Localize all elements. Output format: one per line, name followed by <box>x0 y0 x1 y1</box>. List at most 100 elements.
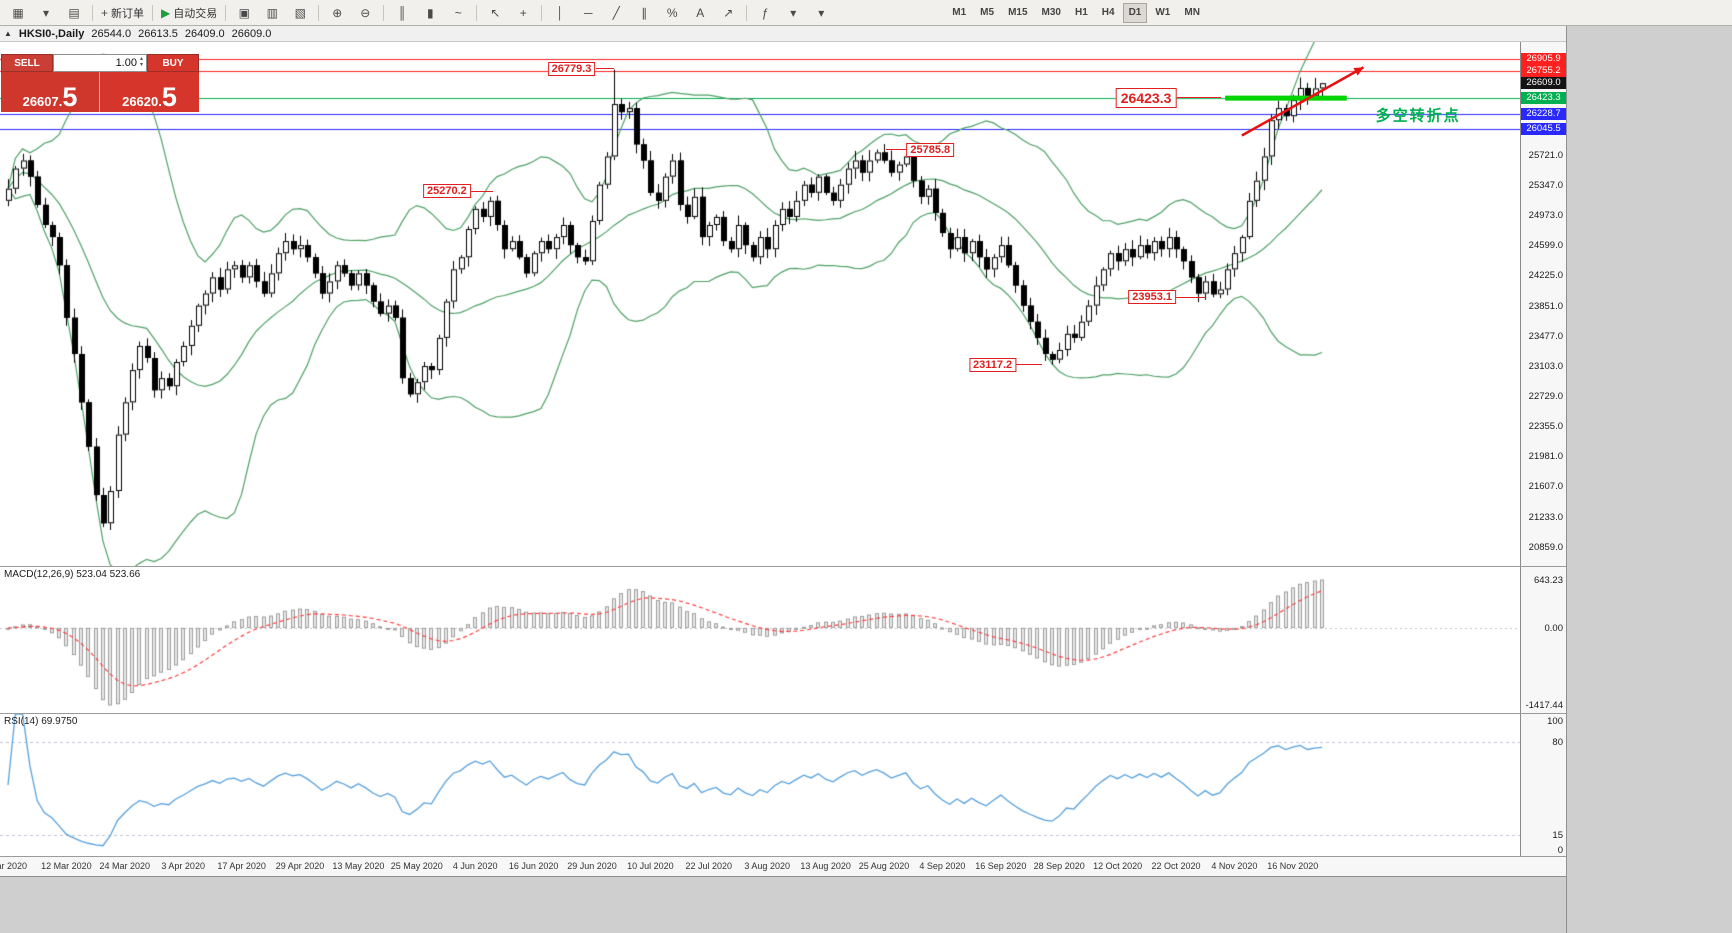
zoom-out-button[interactable]: ⊖ <box>352 2 378 24</box>
date-label[interactable]: 3 Aug 2020 <box>744 861 790 871</box>
date-label[interactable]: 22 Oct 2020 <box>1151 861 1201 871</box>
macd-label: MACD(12,26,9) 523.04 523.66 <box>4 569 141 580</box>
rsi-axis[interactable]: 100 80 15 0 <box>1520 714 1566 856</box>
price-level-badge-blue: 26045.5 <box>1521 122 1566 135</box>
sell-price-big-digit: 5 <box>62 82 78 112</box>
timeframe-w1[interactable]: W1 <box>1155 7 1171 18</box>
pane-separator[interactable] <box>0 566 1566 567</box>
sell-button[interactable]: SELL <box>1 54 53 72</box>
indicators-button[interactable]: ƒ <box>752 2 778 24</box>
price-level-badge-red: 26905.9 <box>1521 53 1566 66</box>
price-callout[interactable]: 26779.3 <box>547 61 596 76</box>
channel-tool-button[interactable]: ∥ <box>631 2 657 24</box>
candlestick-type-button[interactable]: ▮ <box>417 2 443 24</box>
sell-price[interactable]: 26607. 5 <box>1 72 100 112</box>
timeframe-h4[interactable]: H4 <box>1101 7 1115 18</box>
line-chart-type-button[interactable]: ~ <box>445 2 471 24</box>
pane-separator[interactable] <box>0 713 1566 714</box>
date-label[interactable]: 25 Aug 2020 <box>858 861 910 871</box>
templates-dropdown-button[interactable]: ▾ <box>808 2 834 24</box>
price-callout[interactable]: 25785.8 <box>906 142 955 157</box>
trendline-tool-button[interactable]: ╱ <box>603 2 629 24</box>
price-callout[interactable]: 23953.1 <box>1128 290 1177 305</box>
bar-chart-type-button[interactable]: ║ <box>389 2 415 24</box>
trend-annotation-text[interactable]: 多空转折点 <box>1375 107 1461 125</box>
timeframe-mn[interactable]: MN <box>1184 7 1200 18</box>
new-order-button[interactable]: + 新订单 <box>98 2 147 24</box>
macd-axis[interactable]: 643.23 0.00 -1417.44 <box>1520 567 1566 713</box>
volume-increase-icon[interactable]: ▴ <box>139 56 143 62</box>
date-label[interactable]: 22 Jul 2020 <box>685 861 733 871</box>
templates-dropdown-icon: ▾ <box>818 5 825 20</box>
arrow-tool-button[interactable]: ↗ <box>715 2 741 24</box>
vertical-line-tool-button[interactable]: │ <box>547 2 573 24</box>
date-label[interactable]: 16 Sep 2020 <box>975 861 1027 871</box>
crosshair-button[interactable]: + <box>510 2 536 24</box>
price-callout[interactable]: 26423.3 <box>1115 87 1177 108</box>
date-label[interactable]: 24 Mar 2020 <box>99 861 151 871</box>
profiles-button[interactable]: ▤ <box>61 2 87 24</box>
price-callout[interactable]: 25270.2 <box>422 184 471 199</box>
rsi-pane: RSI(14) 69.9750 <box>0 714 1520 856</box>
pane-separator <box>0 856 1566 857</box>
price-level-badge-current: 26609.0 <box>1521 77 1566 90</box>
date-label[interactable]: 3 Apr 2020 <box>161 861 205 871</box>
candlestick-type-icon: ▮ <box>426 5 434 20</box>
date-label[interactable]: Mar 2020 <box>0 861 28 871</box>
price-grid-label: 21981.0 <box>1528 451 1563 463</box>
zoom-in-button[interactable]: ⊕ <box>324 2 350 24</box>
new-chart-button[interactable]: ▦ <box>5 2 31 24</box>
date-label[interactable]: 25 May 2020 <box>390 861 443 871</box>
tile-windows-vertically-icon: ▧ <box>294 5 306 20</box>
cursor-button[interactable]: ↖ <box>482 2 508 24</box>
main-chart[interactable] <box>0 42 1520 566</box>
text-tool-button[interactable]: A <box>687 2 713 24</box>
rsi-chart[interactable] <box>0 714 1520 856</box>
auto-trading-button[interactable]: ▶ 自动交易 <box>158 2 220 24</box>
timeframe-m30[interactable]: M30 <box>1041 7 1061 18</box>
date-label[interactable]: 16 Nov 2020 <box>1267 861 1319 871</box>
cascade-windows-button[interactable]: ▣ <box>231 2 257 24</box>
line-chart-type-icon: ~ <box>454 5 462 20</box>
volume-decrease-icon[interactable]: ▾ <box>139 62 143 68</box>
timeframe-m5[interactable]: M5 <box>980 7 995 18</box>
date-label[interactable]: 10 Jul 2020 <box>627 861 674 871</box>
horizontal-line-tool-icon: ─ <box>583 5 593 20</box>
price-axis[interactable]: 25721.0 25347.0 24973.0 24599.0 24225.0 23851… <box>1520 42 1566 566</box>
date-label[interactable]: 4 Jun 2020 <box>452 861 498 871</box>
timeframe-h1[interactable]: H1 <box>1074 7 1088 18</box>
date-label[interactable]: 28 Sep 2020 <box>1033 861 1085 871</box>
new-chart-dropdown-button[interactable]: ▾ <box>33 2 59 24</box>
date-label[interactable]: 12 Mar 2020 <box>41 861 92 871</box>
indicators-dropdown-icon: ▾ <box>790 5 797 20</box>
date-label[interactable]: 29 Jun 2020 <box>567 861 617 871</box>
date-label[interactable]: 13 Aug 2020 <box>800 861 851 871</box>
date-label[interactable]: 16 Jun 2020 <box>508 861 559 871</box>
date-label[interactable]: 12 Oct 2020 <box>1093 861 1143 871</box>
symbol-title: HKSI0-,Daily <box>18 27 85 40</box>
date-label[interactable]: 4 Nov 2020 <box>1211 861 1258 871</box>
volume-field[interactable]: 1.00 ▴ ▾ <box>53 54 147 72</box>
indicators-dropdown-button[interactable]: ▾ <box>780 2 806 24</box>
buy-price[interactable]: 26620. 5 <box>100 72 199 112</box>
toolbar-separator <box>152 4 154 21</box>
date-label[interactable]: 29 Apr 2020 <box>275 861 325 871</box>
date-label[interactable]: 13 May 2020 <box>332 861 385 871</box>
fibonacci-tool-button[interactable]: % <box>659 2 685 24</box>
rsi-axis-label: 80 <box>1552 737 1563 749</box>
buy-button[interactable]: BUY <box>147 54 199 72</box>
date-label[interactable]: 17 Apr 2020 <box>217 861 266 871</box>
tile-windows-horizontally-button[interactable]: ▥ <box>259 2 285 24</box>
price-callout[interactable]: 23117.2 <box>968 357 1017 372</box>
one-click-collapse-icon[interactable]: ▲ <box>4 29 12 38</box>
timeframe-m15[interactable]: M15 <box>1008 7 1028 18</box>
new-chart-dropdown-icon: ▾ <box>42 5 50 20</box>
time-axis[interactable]: Mar 2020 12 Mar 2020 24 Mar 2020 3 Apr 2020… <box>0 857 1566 876</box>
toolbar: ▦ ▾ ▤ + 新订单 ▶ 自动交易 ▣ ▥ ▧ ⊕ ⊖ ║ ▮ ~ ↖ + │ ─ ╱ ∥% A ↗ ƒ ▾ ▾ M1 M5 M15 M… <box>0 0 1732 26</box>
macd-chart[interactable] <box>0 567 1520 713</box>
tile-windows-vertically-button[interactable]: ▧ <box>287 2 313 24</box>
timeframe-d1[interactable]: D1 <box>1122 2 1148 23</box>
timeframe-m1[interactable]: M1 <box>952 7 967 18</box>
horizontal-line-tool-button[interactable]: ─ <box>575 2 601 24</box>
date-label[interactable]: 4 Sep 2020 <box>919 861 966 871</box>
